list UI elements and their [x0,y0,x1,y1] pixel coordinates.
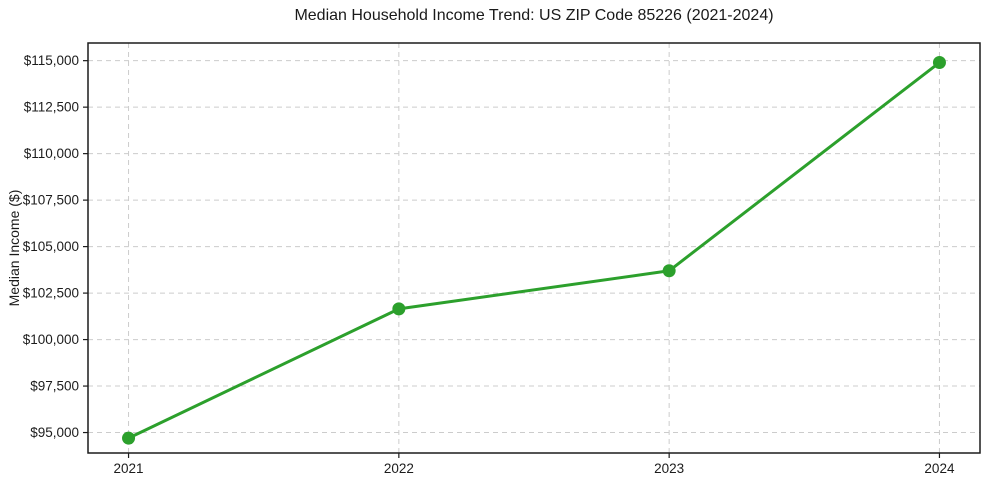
trend-line [127,61,941,440]
y-tick-label: $100,000 [23,332,79,347]
y-axis-label: Median Income ($) [6,189,22,307]
x-tick-label: 2024 [924,461,955,476]
y-tick-label: $115,000 [24,53,79,68]
data-point-2022 [392,302,406,316]
chart-title: Median Household Income Trend: US ZIP Co… [294,7,774,24]
y-tick-label: $110,000 [24,146,79,161]
x-tick-label: 2022 [384,461,414,476]
y-tick-label: $112,500 [24,100,79,115]
y-tick-label: $97,500 [30,379,79,394]
y-tick-label: $102,500 [23,286,79,301]
y-tick-label: $95,000 [30,425,79,440]
data-point-2021 [122,431,136,445]
y-tick-label: $107,500 [23,193,79,208]
x-tick-label: 2023 [654,461,684,476]
y-tick-label: $105,000 [23,239,79,254]
data-point-2024 [932,56,946,70]
plot-border [87,42,981,454]
x-tick-label: 2021 [114,461,144,476]
plot-area [88,43,980,453]
data-point-2023 [662,264,676,278]
